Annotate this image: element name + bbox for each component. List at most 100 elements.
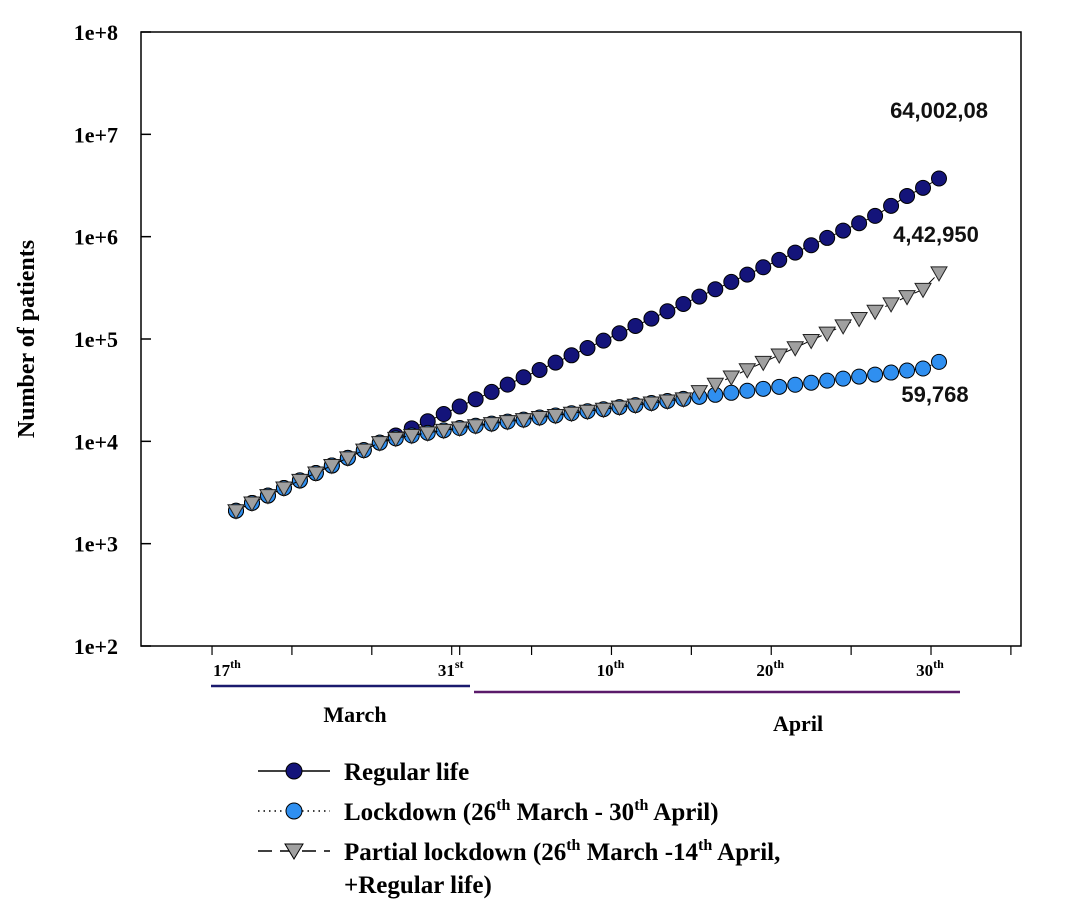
data-point xyxy=(627,317,644,334)
y-tick-label: 1e+6 xyxy=(74,225,118,250)
data-point xyxy=(450,421,469,438)
data-point xyxy=(530,410,549,427)
legend-label-partial-lockdown-line2: +Regular life) xyxy=(344,872,492,899)
x-tick-label: 10th xyxy=(597,657,625,680)
data-point xyxy=(739,382,756,399)
series-layer xyxy=(227,170,948,520)
legend-label-partial-lockdown: Partial lockdown (26th March -14th April… xyxy=(344,837,780,866)
data-point xyxy=(483,383,500,400)
data-point xyxy=(899,187,916,204)
y-tick-label: 1e+5 xyxy=(74,327,118,352)
y-tick-label: 1e+3 xyxy=(74,532,118,557)
data-point xyxy=(563,347,580,364)
y-tick-label: 1e+4 xyxy=(74,429,118,454)
annotation-lockdown: 59,768 xyxy=(901,382,968,407)
annotation-partial-lockdown: 4,42,950 xyxy=(893,222,979,247)
data-point xyxy=(675,295,692,312)
legend-item-lockdown: Lockdown (26th March - 30th April) xyxy=(258,797,719,826)
data-point xyxy=(883,364,900,381)
data-point xyxy=(307,466,325,483)
data-point xyxy=(803,237,820,254)
data-point xyxy=(482,417,501,433)
data-point xyxy=(354,443,373,460)
data-point xyxy=(723,273,740,290)
data-point xyxy=(402,429,421,445)
data-point xyxy=(338,451,357,467)
data-point xyxy=(674,392,693,408)
data-point xyxy=(707,281,724,298)
y-axis-label: Number of patients xyxy=(14,240,40,438)
x-tick-label: 30th xyxy=(916,657,944,680)
data-point xyxy=(499,376,516,393)
data-point xyxy=(850,312,868,328)
data-point xyxy=(626,398,645,415)
data-point xyxy=(867,207,884,224)
data-point xyxy=(883,197,900,214)
data-point xyxy=(802,333,821,350)
legend-item-partial-lockdown: Partial lockdown (26th March -14th April… xyxy=(258,837,780,899)
data-point xyxy=(851,215,868,232)
data-point xyxy=(642,396,661,412)
data-point xyxy=(323,459,341,475)
data-point xyxy=(562,406,581,423)
data-point xyxy=(931,353,947,370)
annotation-regular-life: 64,002,08 xyxy=(890,98,988,123)
data-point xyxy=(787,244,804,261)
data-point xyxy=(915,360,932,377)
x-tick-label: 31st xyxy=(438,657,464,680)
data-point xyxy=(803,374,820,391)
data-point xyxy=(770,348,789,365)
data-point xyxy=(611,325,628,342)
data-point xyxy=(690,385,709,401)
data-point xyxy=(370,436,389,452)
data-point xyxy=(722,370,741,387)
data-point xyxy=(578,404,597,421)
legend-marker-circle xyxy=(285,762,303,780)
data-point xyxy=(386,431,405,448)
data-point xyxy=(739,266,756,283)
data-point xyxy=(818,326,837,343)
data-point xyxy=(787,376,804,393)
data-point xyxy=(691,288,708,305)
data-point xyxy=(915,179,932,196)
data-point xyxy=(899,362,916,379)
data-point xyxy=(819,372,836,389)
legend-label-regular-life: Regular life xyxy=(344,759,469,786)
data-point xyxy=(738,363,757,379)
data-point xyxy=(451,398,468,415)
x-axis-ticks: 17th 31st 10th 20th 30th xyxy=(211,646,1012,680)
y-axis-ticks: 1e+2 1e+3 1e+4 1e+5 1e+6 1e+7 1e+8 xyxy=(74,20,151,659)
data-point xyxy=(755,380,772,397)
data-point xyxy=(466,419,485,435)
series-partial xyxy=(227,266,948,520)
data-point xyxy=(835,222,852,239)
data-point xyxy=(723,384,740,401)
plot-frame xyxy=(140,31,1022,647)
legend-item-regular-life: Regular life xyxy=(258,759,469,786)
data-point xyxy=(866,304,884,321)
data-point xyxy=(610,400,629,417)
data-point xyxy=(867,366,884,383)
data-point xyxy=(227,504,245,520)
series-lockdown xyxy=(228,353,947,519)
legend: Regular life Lockdown (26th March - 30th… xyxy=(258,759,780,899)
data-point xyxy=(754,355,773,372)
data-point xyxy=(531,361,548,378)
data-point xyxy=(259,489,277,505)
data-point xyxy=(291,473,309,490)
legend-label-lockdown: Lockdown (26th March - 30th April) xyxy=(344,797,719,826)
data-point xyxy=(467,391,484,408)
data-point xyxy=(579,339,596,356)
data-point xyxy=(515,369,532,386)
data-point xyxy=(659,303,676,320)
data-point xyxy=(931,170,947,187)
month-label-april: April xyxy=(773,711,823,736)
data-point xyxy=(547,354,564,371)
data-point xyxy=(851,368,868,385)
data-point xyxy=(595,332,612,349)
data-point xyxy=(643,310,660,327)
month-label-march: March xyxy=(323,702,386,727)
data-point xyxy=(658,394,677,410)
data-point xyxy=(546,408,565,425)
